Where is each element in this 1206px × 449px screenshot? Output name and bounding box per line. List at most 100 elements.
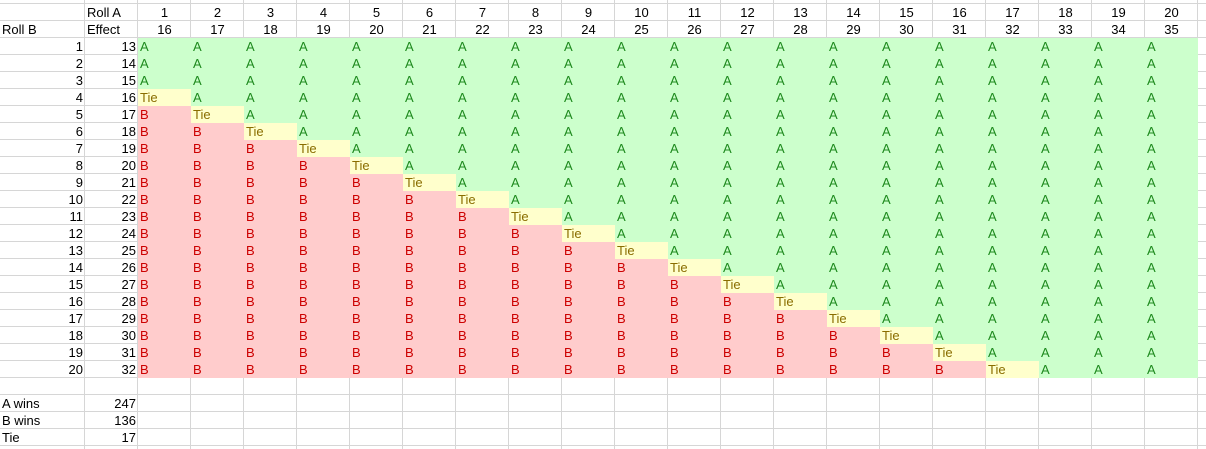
result-cell: B <box>191 259 244 276</box>
result-cell: A <box>138 38 191 55</box>
column-roll: 8 <box>531 5 540 20</box>
result-cell: A <box>1039 310 1092 327</box>
result-cell: A <box>1092 157 1145 174</box>
result-cell: A <box>668 72 721 89</box>
result-cell: B <box>880 361 933 378</box>
column-effect: 22 <box>475 22 490 37</box>
result-cell: B <box>403 310 456 327</box>
result-cell: A <box>774 225 827 242</box>
result-cell: A <box>986 191 1039 208</box>
result-cell: A <box>615 72 668 89</box>
result-cell: B <box>403 191 456 208</box>
result-cell: A <box>986 38 1039 55</box>
result-cell: Tie <box>562 225 615 242</box>
result-cell: B <box>244 276 297 293</box>
result-cell: A <box>933 293 986 310</box>
result-cell: A <box>774 140 827 157</box>
result-cell: A <box>615 157 668 174</box>
result-cell: B <box>350 276 403 293</box>
column-effect: 30 <box>899 22 914 37</box>
result-cell: A <box>933 140 986 157</box>
column-roll: 11 <box>687 5 702 20</box>
row-roll: 15 <box>68 277 83 292</box>
result-cell: A <box>880 38 933 55</box>
result-cell: B <box>297 344 350 361</box>
row-roll: 9 <box>75 175 83 190</box>
result-cell: A <box>1039 242 1092 259</box>
row-effect: 29 <box>121 311 136 326</box>
result-cell: A <box>1039 327 1092 344</box>
result-cell: A <box>615 123 668 140</box>
result-cell: A <box>986 140 1039 157</box>
result-cell: A <box>668 89 721 106</box>
result-cell: B <box>668 327 721 344</box>
summary-label: A wins <box>2 396 40 411</box>
header-label: Roll B <box>2 22 37 37</box>
result-cell: B <box>509 327 562 344</box>
result-cell: A <box>456 38 509 55</box>
result-cell: A <box>668 157 721 174</box>
result-cell: B <box>297 310 350 327</box>
result-cell: A <box>403 55 456 72</box>
result-cell: B <box>562 293 615 310</box>
result-cell: A <box>403 89 456 106</box>
result-cell: A <box>880 276 933 293</box>
result-cell: A <box>1092 140 1145 157</box>
result-cell: A <box>615 55 668 72</box>
result-cell: B <box>244 242 297 259</box>
result-cell: B <box>350 208 403 225</box>
result-cell: A <box>1145 140 1198 157</box>
result-cell: B <box>297 293 350 310</box>
result-cell: B <box>191 361 244 378</box>
result-cell: A <box>509 89 562 106</box>
result-cell: A <box>1145 310 1198 327</box>
result-cell: A <box>1039 293 1092 310</box>
column-effect: 21 <box>422 22 437 37</box>
result-cell: Tie <box>668 259 721 276</box>
row-effect: 21 <box>121 175 136 190</box>
result-cell: B <box>615 327 668 344</box>
result-cell: A <box>138 55 191 72</box>
result-cell: A <box>986 242 1039 259</box>
result-cell: B <box>562 310 615 327</box>
result-cell: A <box>615 106 668 123</box>
result-cell: B <box>668 293 721 310</box>
result-cell: B <box>138 293 191 310</box>
result-cell: A <box>880 310 933 327</box>
result-cell: A <box>1145 259 1198 276</box>
result-cell: A <box>668 38 721 55</box>
result-cell: A <box>774 38 827 55</box>
result-cell: A <box>986 310 1039 327</box>
result-cell: A <box>562 55 615 72</box>
result-cell: B <box>191 327 244 344</box>
column-roll: 3 <box>266 5 275 20</box>
row-effect: 18 <box>121 124 136 139</box>
result-cell: A <box>562 157 615 174</box>
result-cell: A <box>933 310 986 327</box>
result-cell: A <box>456 174 509 191</box>
result-cell: Tie <box>350 157 403 174</box>
result-cell: A <box>880 140 933 157</box>
result-cell: A <box>986 293 1039 310</box>
result-cell: A <box>668 123 721 140</box>
row-roll: 12 <box>68 226 83 241</box>
result-cell: B <box>244 225 297 242</box>
result-cell: A <box>668 55 721 72</box>
result-cell: A <box>1092 327 1145 344</box>
result-cell: A <box>880 89 933 106</box>
result-cell: A <box>774 89 827 106</box>
result-cell: A <box>668 208 721 225</box>
result-cell: A <box>880 157 933 174</box>
row-effect: 22 <box>121 192 136 207</box>
result-cell: A <box>509 55 562 72</box>
result-cell: A <box>1145 174 1198 191</box>
result-cell: A <box>456 157 509 174</box>
result-cell: A <box>933 174 986 191</box>
result-cell: B <box>403 259 456 276</box>
column-effect: 25 <box>634 22 649 37</box>
result-cell: A <box>880 123 933 140</box>
result-cell: A <box>403 72 456 89</box>
result-cell: A <box>1039 106 1092 123</box>
column-roll: 20 <box>1164 5 1179 20</box>
result-cell: B <box>668 361 721 378</box>
